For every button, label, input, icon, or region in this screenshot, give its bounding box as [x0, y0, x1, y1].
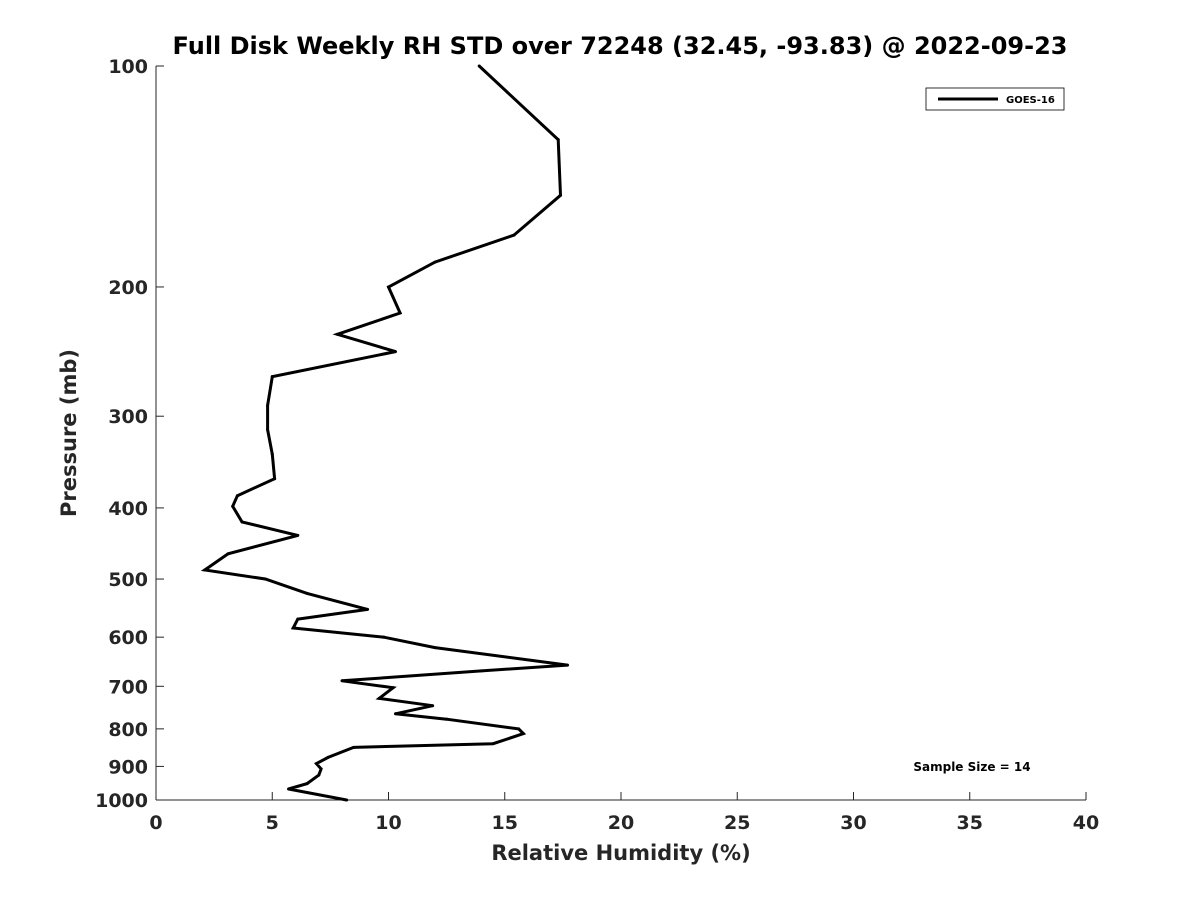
- y-tick-label: 900: [108, 756, 148, 778]
- data-point: [352, 745, 356, 749]
- series-layer: [200, 64, 570, 802]
- x-tick-label: 30: [840, 812, 866, 834]
- data-point: [305, 591, 309, 595]
- data-point: [345, 798, 349, 802]
- data-point: [433, 260, 437, 264]
- y-tick-label: 500: [108, 569, 148, 591]
- y-tick-label: 1000: [95, 790, 148, 812]
- data-point: [480, 669, 483, 673]
- data-point: [287, 787, 291, 791]
- x-tick-label: 20: [608, 812, 634, 834]
- data-point: [335, 332, 339, 336]
- y-tick-label: 300: [108, 406, 148, 428]
- data-point: [559, 193, 563, 197]
- x-tick-label: 35: [957, 812, 983, 834]
- x-tick-label: 0: [149, 812, 162, 834]
- x-tick-label: 5: [266, 812, 279, 834]
- data-point: [240, 520, 244, 524]
- y-tick-label: 400: [108, 498, 148, 520]
- data-point: [231, 504, 235, 508]
- data-point: [235, 494, 239, 498]
- data-point: [273, 477, 277, 481]
- data-point: [393, 712, 397, 716]
- data-point: [314, 762, 318, 766]
- data-point: [317, 773, 321, 777]
- x-tick-label: 10: [375, 812, 401, 834]
- y-axis-label: Pressure (mb): [57, 349, 81, 517]
- data-point: [319, 767, 323, 771]
- chart-title: Full Disk Weekly RH STD over 72248 (32.4…: [173, 32, 1068, 60]
- y-tick-label: 200: [108, 277, 148, 299]
- data-point: [566, 663, 570, 667]
- data-point: [431, 704, 435, 708]
- data-point: [377, 696, 381, 700]
- data-point: [340, 679, 344, 683]
- data-point: [296, 617, 300, 621]
- series-line-goes-16: [200, 64, 568, 802]
- data-point: [326, 755, 330, 759]
- data-point: [203, 568, 207, 572]
- sample-size-annotation: Sample Size = 14: [913, 760, 1030, 774]
- x-ticks: 0 5 10 15 20 25 30 35 40: [149, 792, 1099, 834]
- x-tick-label: 40: [1073, 812, 1099, 834]
- data-point: [517, 727, 521, 731]
- data-point: [291, 626, 295, 630]
- data-point: [387, 285, 390, 289]
- data-point: [521, 732, 525, 736]
- data-point: [382, 635, 386, 639]
- y-tick-label: 800: [108, 719, 148, 741]
- data-point: [477, 64, 481, 68]
- data-point: [270, 375, 274, 379]
- data-point: [491, 742, 495, 746]
- legend: GOES-16: [925, 87, 1065, 111]
- y-tick-label: 600: [108, 627, 148, 649]
- data-point: [391, 686, 395, 690]
- x-tick-label: 15: [492, 812, 518, 834]
- data-point: [445, 717, 449, 721]
- data-point: [296, 533, 300, 537]
- data-point: [266, 403, 270, 407]
- data-point: [556, 138, 560, 142]
- data-point: [433, 646, 437, 650]
- x-axis-label: Relative Humidity (%): [491, 841, 750, 865]
- data-point: [366, 607, 370, 611]
- data-point: [263, 577, 267, 581]
- data-point: [305, 782, 309, 786]
- data-point: [398, 311, 402, 315]
- x-tick-label: 25: [724, 812, 750, 834]
- legend-label-goes-16: GOES-16: [1006, 95, 1055, 106]
- data-point: [270, 452, 274, 456]
- y-tick-label: 700: [108, 676, 148, 698]
- y-tick-label: 100: [108, 56, 148, 78]
- data-point: [393, 350, 397, 354]
- y-ticks: 100 200 300 400 500 600 700 800 900 1000: [95, 56, 164, 812]
- data-point: [512, 233, 516, 237]
- data-point: [266, 428, 270, 432]
- data-point: [226, 552, 230, 556]
